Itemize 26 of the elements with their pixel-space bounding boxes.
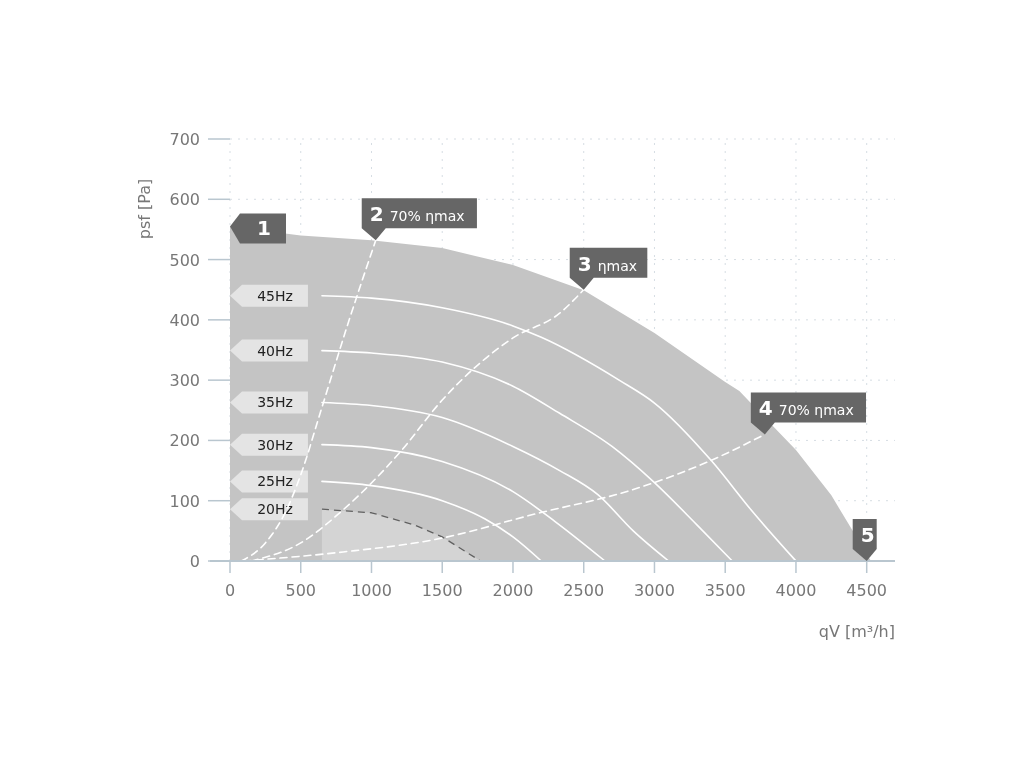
x-tick-label: 0 — [224, 581, 236, 600]
label-tag: 35Hz — [230, 391, 308, 414]
annotation: 4 70% ηmax — [758, 396, 854, 421]
y-axis-title: psf [Pa] — [135, 178, 154, 240]
y-tick-label: 600 — [169, 190, 200, 210]
y-tick-label: 400 — [169, 310, 200, 330]
y-tick-label: 700 — [169, 130, 200, 149]
x-tick-label: 3500 — [704, 581, 746, 600]
annotation: 5 — [860, 523, 875, 547]
x-tick-label: 500 — [285, 581, 317, 600]
x-tick-label: 4500 — [846, 581, 888, 600]
x-tick-label: 2000 — [492, 581, 534, 600]
annotation: 1 — [257, 216, 271, 241]
x-tick-label: 1000 — [351, 581, 392, 600]
y-tick-label: 300 — [169, 371, 200, 391]
x-tick-label: 2500 — [563, 581, 605, 600]
y-tick-label: 500 — [169, 250, 200, 270]
x-tick-label: 1500 — [421, 581, 463, 600]
y-tick-label: 100 — [169, 491, 200, 511]
x-tick-label: 3000 — [634, 581, 675, 600]
annotation: 2 70% ηmax — [369, 202, 465, 227]
x-tick-label: 4000 — [775, 581, 817, 600]
y-tick-label: 0 — [189, 552, 200, 571]
y-tick-label: 200 — [169, 431, 200, 451]
x-axis-title: qV [m³/h] — [818, 622, 895, 641]
annotation: 3 ηmax — [577, 251, 638, 276]
